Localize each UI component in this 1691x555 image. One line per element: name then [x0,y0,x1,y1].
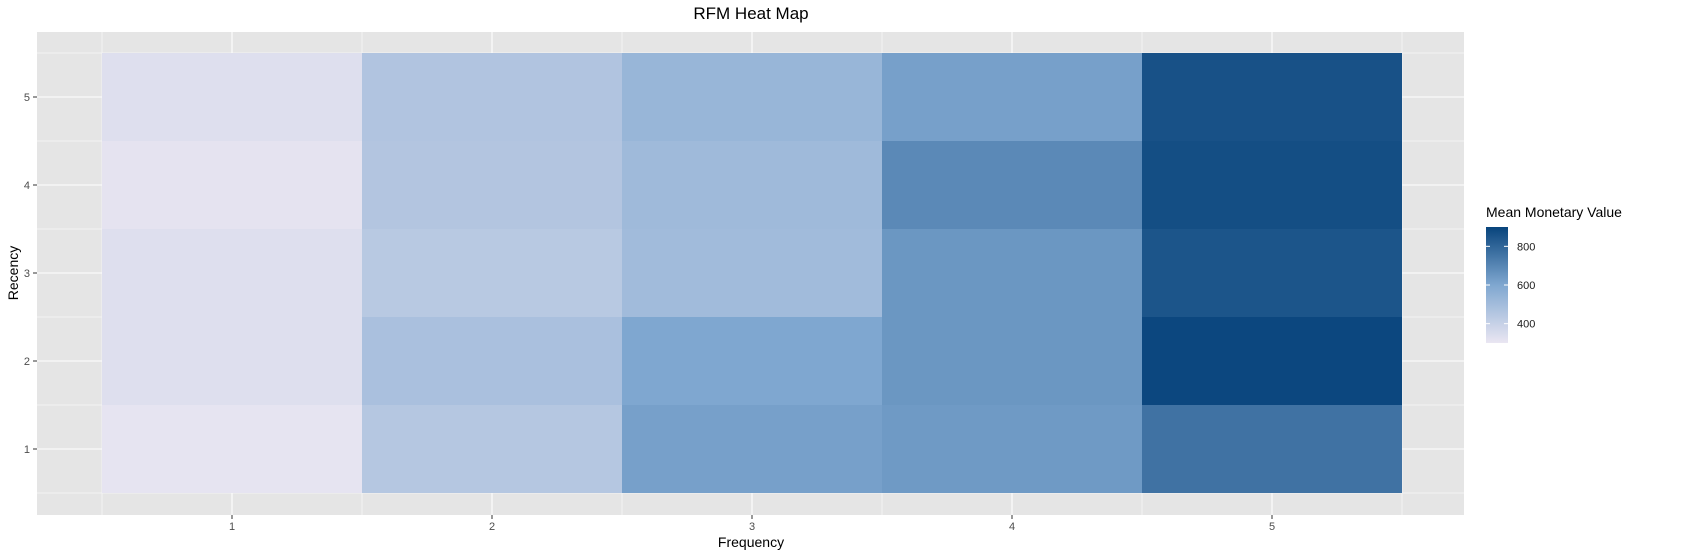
heatmap-cell-r5-f5 [1142,53,1402,141]
heatmap-cell-r2-f3 [622,317,882,405]
heatmap-cell-r2-f2 [362,317,622,405]
x-axis: 1 2 3 4 5 [229,515,1275,533]
x-tick-label: 5 [1269,521,1275,533]
x-tick-label: 4 [1009,521,1015,533]
x-axis-title: Frequency [718,534,784,550]
heatmap-cell-r4-f2 [362,141,622,229]
heatmap-cell-r5-f2 [362,53,622,141]
y-tick-label: 3 [24,268,30,280]
legend-tick-label: 800 [1517,241,1535,253]
heatmap-cell-r1-f2 [362,405,622,493]
heatmap-cell-r2-f1 [102,317,362,405]
y-tick-label: 5 [24,92,30,104]
heatmap-cell-r5-f3 [622,53,882,141]
heatmap-cell-r3-f2 [362,229,622,317]
chart-title: RFM Heat Map [693,4,808,23]
heatmap-cells [102,53,1402,493]
heatmap-cell-r5-f4 [882,53,1142,141]
x-tick-label: 3 [749,521,755,533]
heatmap-cell-r1-f5 [1142,405,1402,493]
legend-colorbar [1486,227,1508,343]
heatmap-cell-r3-f1 [102,229,362,317]
y-tick-label: 2 [24,356,30,368]
y-tick-label: 4 [24,180,30,192]
heatmap-cell-r4-f3 [622,141,882,229]
heatmap-cell-r1-f1 [102,405,362,493]
heatmap-cell-r4-f5 [1142,141,1402,229]
heatmap-cell-r3-f4 [882,229,1142,317]
heatmap-cell-r5-f1 [102,53,362,141]
heatmap-cell-r2-f4 [882,317,1142,405]
heatmap-cell-r4-f4 [882,141,1142,229]
legend-tick-label: 600 [1517,280,1535,292]
legend: Mean Monetary Value 400 600 800 [1486,204,1622,343]
heatmap-cell-r1-f4 [882,405,1142,493]
y-axis-title: Recency [5,246,21,300]
x-tick-label: 2 [489,521,495,533]
y-tick-label: 1 [24,444,30,456]
legend-tick-label: 400 [1517,319,1535,331]
heatmap-cell-r3-f5 [1142,229,1402,317]
heatmap-cell-r3-f3 [622,229,882,317]
heatmap-cell-r2-f5 [1142,317,1402,405]
legend-title: Mean Monetary Value [1486,204,1622,220]
x-tick-label: 1 [229,521,235,533]
y-axis: 1 2 3 4 5 [24,92,37,456]
heatmap-cell-r4-f1 [102,141,362,229]
heatmap-cell-r1-f3 [622,405,882,493]
